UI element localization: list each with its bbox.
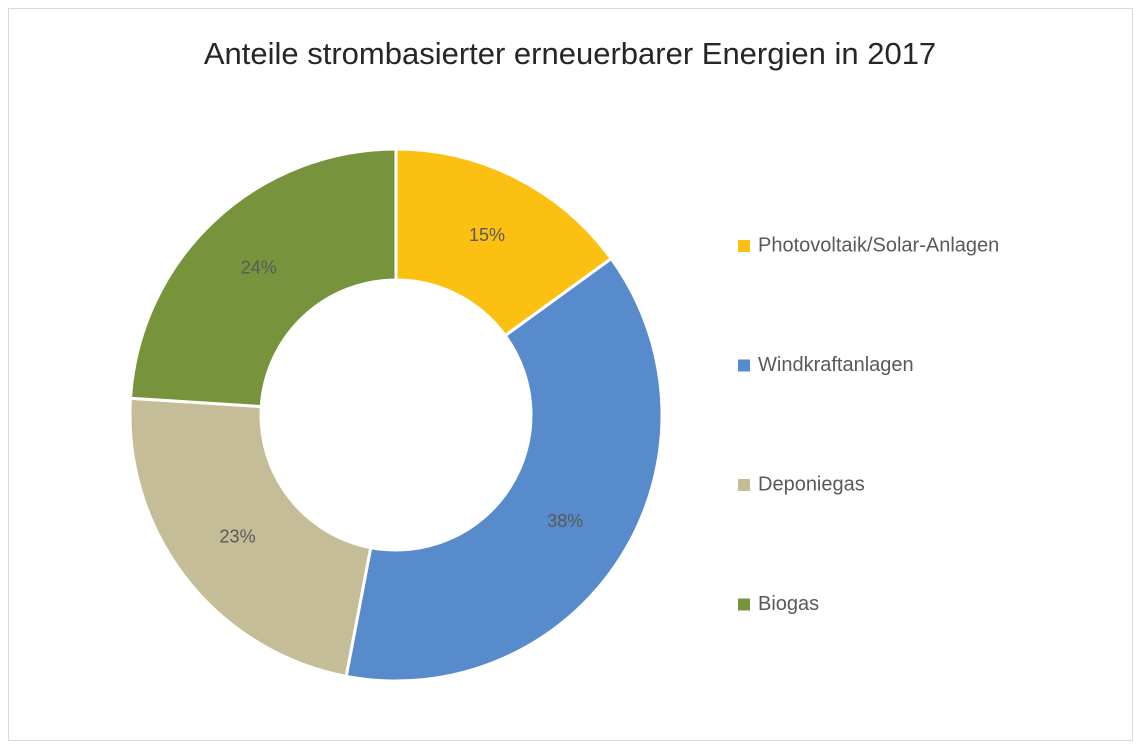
data-label: 24% — [241, 258, 277, 278]
data-label: 23% — [220, 527, 256, 547]
donut-segment — [128, 396, 373, 679]
legend-swatch — [738, 598, 750, 611]
legend-label: Photovoltaik/Solar-Anlagen — [758, 234, 999, 256]
legend-swatch — [738, 479, 750, 491]
chart-title: Anteile strombasierter erneuerbarer Ener… — [204, 36, 936, 71]
legend-label: Deponiegas — [758, 473, 865, 495]
legend-swatch — [738, 359, 750, 372]
donut-segment — [128, 147, 398, 409]
legend-swatch — [738, 240, 750, 252]
donut-segment — [344, 256, 664, 683]
legend-label: Windkraftanlagen — [758, 354, 914, 376]
donut-segment — [394, 147, 614, 338]
legend-label: Biogas — [758, 593, 819, 615]
data-label: 15% — [469, 225, 505, 245]
data-label: 38% — [547, 511, 583, 531]
